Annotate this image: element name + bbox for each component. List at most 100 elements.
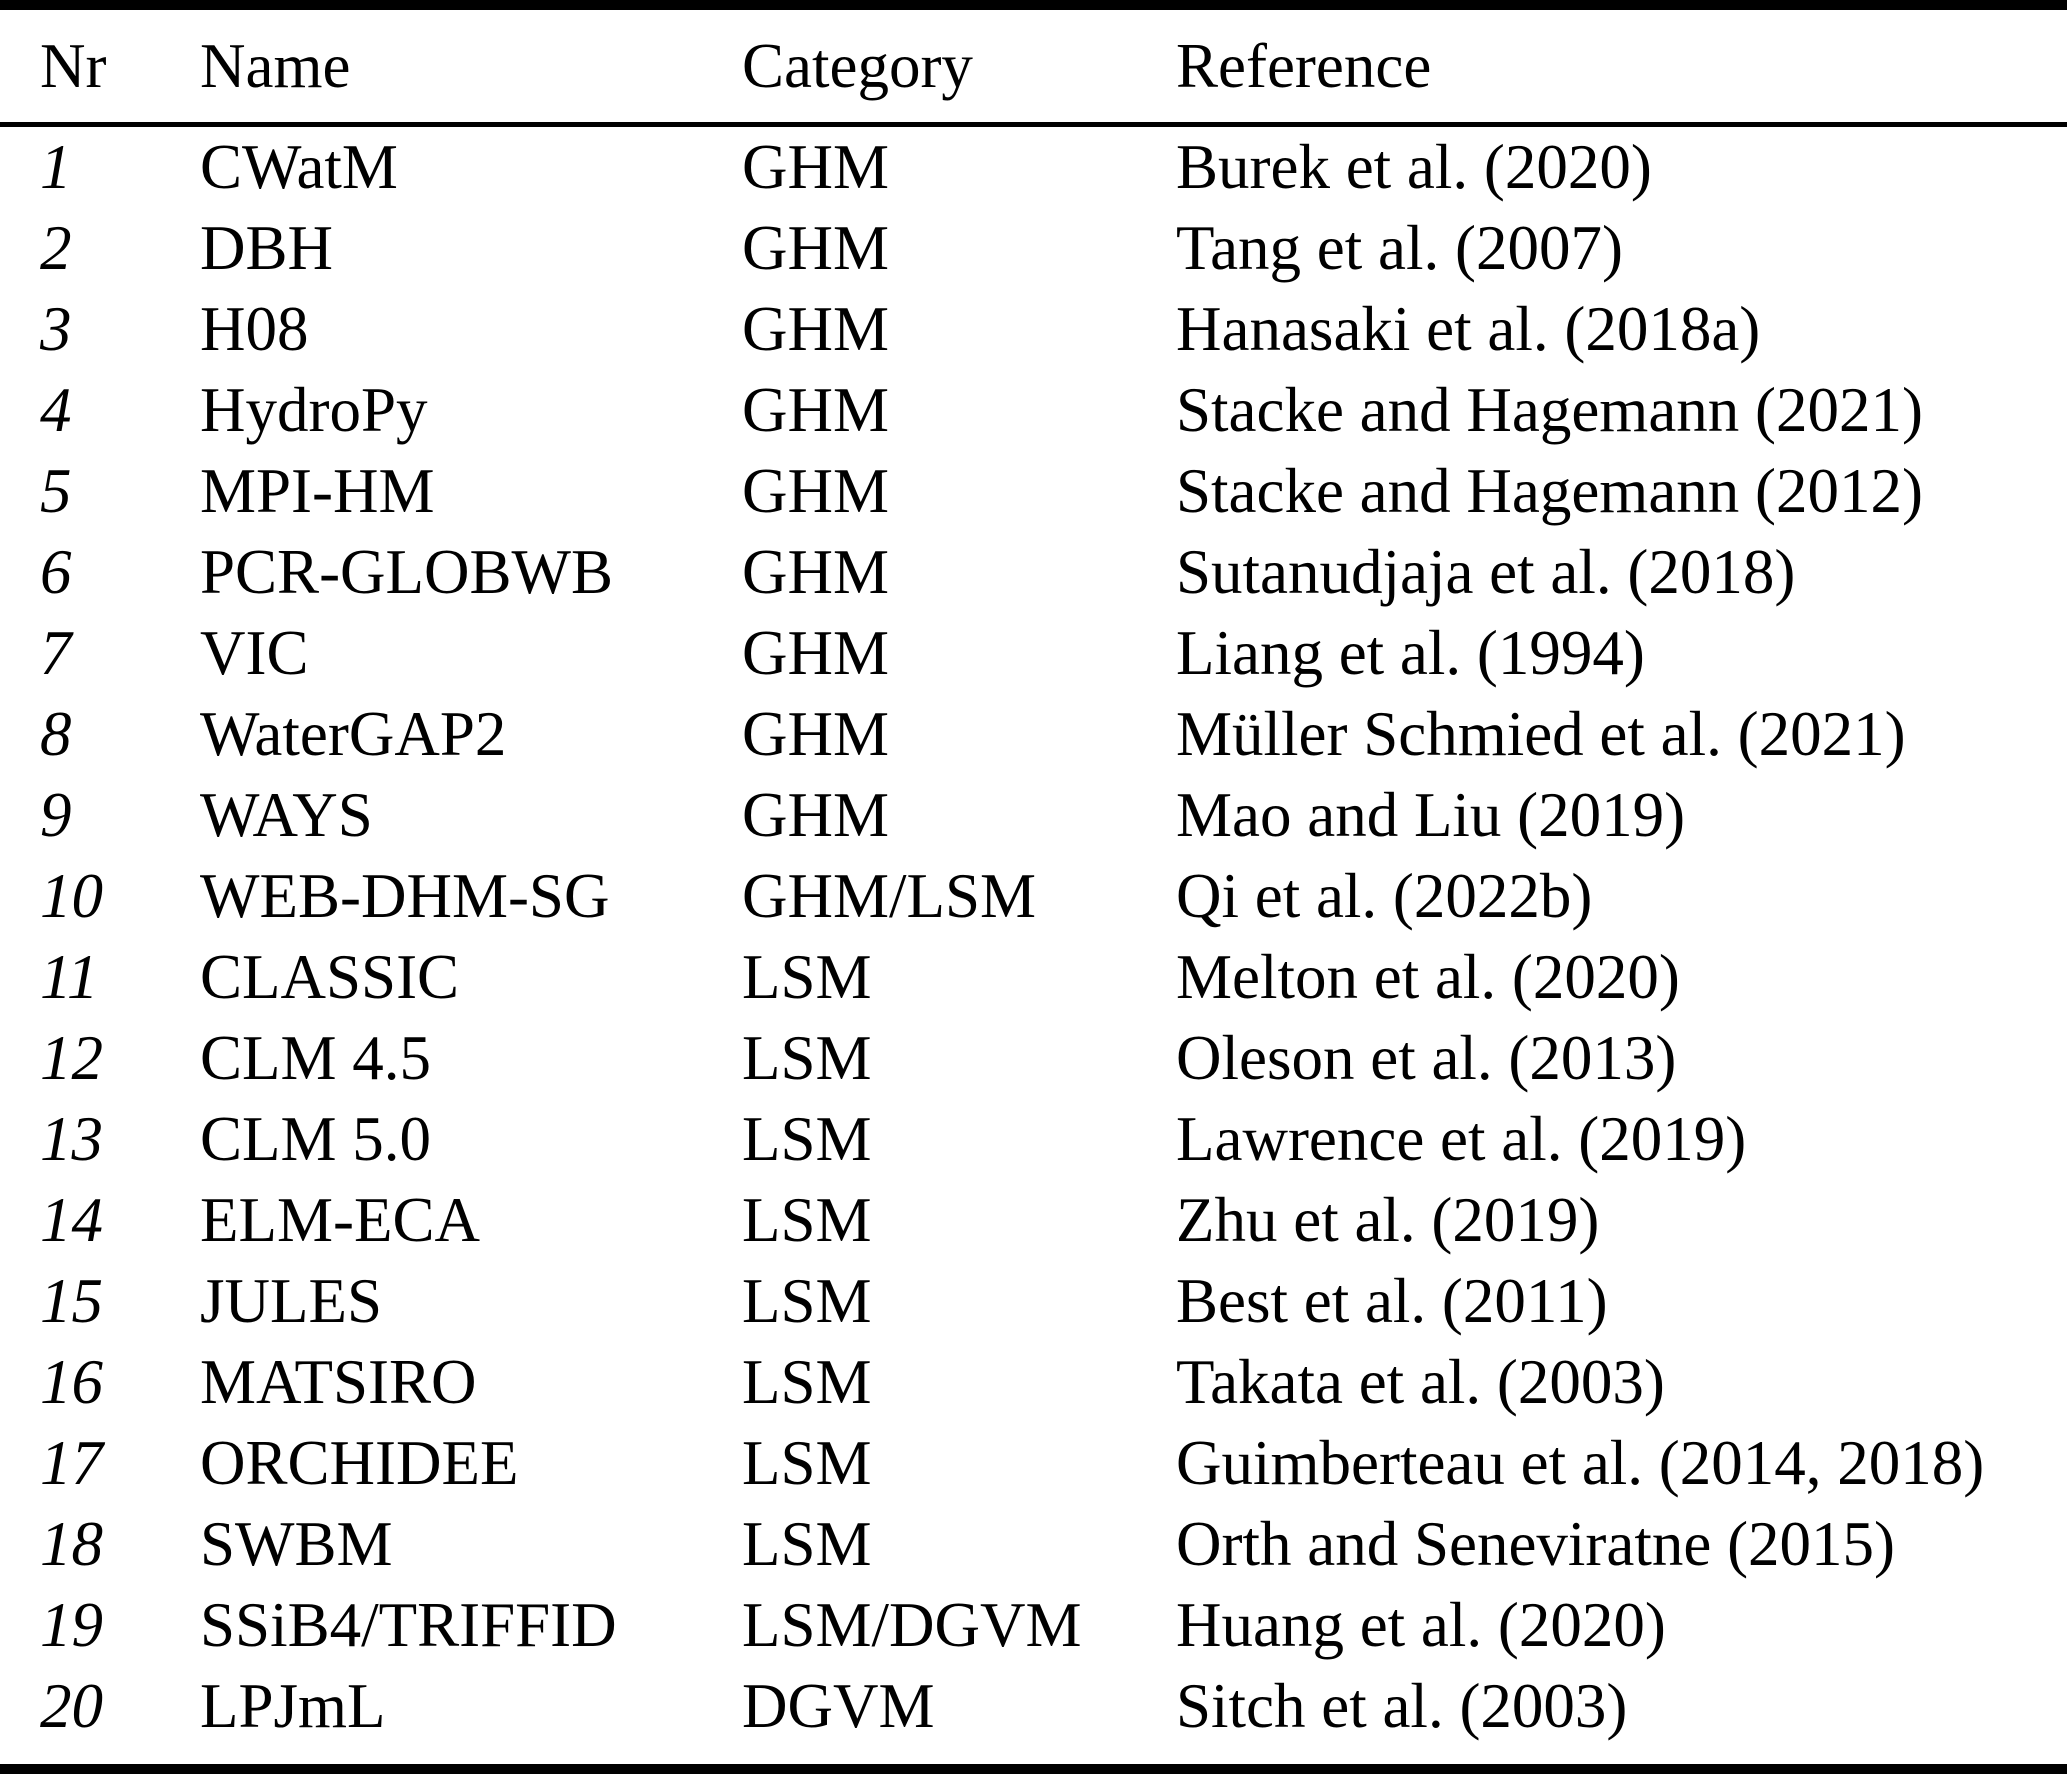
row-number: 13 (40, 1104, 103, 1174)
model-category: LSM (742, 1509, 872, 1579)
model-reference: Orth and Seneviratne (2015) (1176, 1509, 1896, 1579)
model-name: MATSIRO (200, 1347, 477, 1417)
row-number: 20 (40, 1671, 103, 1741)
model-reference: Stacke and Hagemann (2021) (1176, 375, 1923, 445)
row-number: 3 (40, 294, 72, 364)
table-row: 20 LPJmL DGVM Sitch et al. (2003) (0, 1666, 2067, 1769)
model-name: SSiB4/TRIFFID (200, 1590, 617, 1660)
table-row: 7 VIC GHM Liang et al. (1994) (0, 613, 2067, 694)
table-header: Nr Name Category Reference (0, 5, 2067, 127)
model-category: GHM (742, 132, 890, 202)
header-category: Category (742, 5, 1176, 127)
row-number: 18 (40, 1509, 103, 1579)
model-reference: Sitch et al. (2003) (1176, 1671, 1628, 1741)
model-name: DBH (200, 213, 334, 283)
model-name: ELM-ECA (200, 1185, 480, 1255)
model-name: H08 (200, 294, 309, 364)
row-number: 2 (40, 213, 72, 283)
model-category: GHM (742, 456, 890, 526)
header-reference: Reference (1176, 5, 2067, 127)
table-row: 12 CLM 4.5 LSM Oleson et al. (2013) (0, 1018, 2067, 1099)
model-name: VIC (200, 618, 309, 688)
model-category: LSM (742, 1185, 872, 1255)
model-name: HydroPy (200, 375, 428, 445)
row-number: 15 (40, 1266, 103, 1336)
model-reference: Mao and Liu (2019) (1176, 780, 1686, 850)
model-name: LPJmL (200, 1671, 386, 1741)
row-number: 14 (40, 1185, 103, 1255)
model-reference: Huang et al. (2020) (1176, 1590, 1666, 1660)
model-name: WEB-DHM-SG (200, 861, 610, 931)
model-reference: Müller Schmied et al. (2021) (1176, 699, 1906, 769)
model-reference: Qi et al. (2022b) (1176, 861, 1593, 931)
model-reference: Stacke and Hagemann (2012) (1176, 456, 1923, 526)
model-name: ORCHIDEE (200, 1428, 519, 1498)
table-row: 1 CWatM GHM Burek et al. (2020) (0, 125, 2067, 209)
model-name: CLM 5.0 (200, 1104, 432, 1174)
model-reference: Melton et al. (2020) (1176, 942, 1680, 1012)
row-number: 12 (40, 1023, 103, 1093)
table-row: 5 MPI-HM GHM Stacke and Hagemann (2012) (0, 451, 2067, 532)
row-number: 16 (40, 1347, 103, 1417)
model-category: GHM (742, 699, 890, 769)
model-name: WAYS (200, 780, 373, 850)
model-category: LSM (742, 942, 872, 1012)
model-reference: Takata et al. (2003) (1176, 1347, 1665, 1417)
model-category: GHM/LSM (742, 861, 1037, 931)
model-reference: Lawrence et al. (2019) (1176, 1104, 1747, 1174)
model-category: GHM (742, 294, 890, 364)
header-row: Nr Name Category Reference (0, 5, 2067, 127)
header-nr: Nr (0, 5, 200, 127)
model-category: GHM (742, 375, 890, 445)
table-row: 4 HydroPy GHM Stacke and Hagemann (2021) (0, 370, 2067, 451)
model-name: JULES (200, 1266, 383, 1336)
table-row: 15 JULES LSM Best et al. (2011) (0, 1261, 2067, 1342)
row-number: 10 (40, 861, 103, 931)
table-row: 6 PCR-GLOBWB GHM Sutanudjaja et al. (201… (0, 532, 2067, 613)
row-number: 17 (40, 1428, 103, 1498)
table-body: 1 CWatM GHM Burek et al. (2020) 2 DBH GH… (0, 125, 2067, 1770)
model-reference: Best et al. (2011) (1176, 1266, 1608, 1336)
table-row: 16 MATSIRO LSM Takata et al. (2003) (0, 1342, 2067, 1423)
model-reference: Guimberteau et al. (2014, 2018) (1176, 1428, 1985, 1498)
table-row: 13 CLM 5.0 LSM Lawrence et al. (2019) (0, 1099, 2067, 1180)
model-reference: Sutanudjaja et al. (2018) (1176, 537, 1796, 607)
model-name: CLM 4.5 (200, 1023, 432, 1093)
table-row: 19 SSiB4/TRIFFID LSM/DGVM Huang et al. (… (0, 1585, 2067, 1666)
model-reference: Hanasaki et al. (2018a) (1176, 294, 1761, 364)
row-number: 4 (40, 375, 72, 445)
table-row: 9 WAYS GHM Mao and Liu (2019) (0, 775, 2067, 856)
model-reference: Burek et al. (2020) (1176, 132, 1652, 202)
model-category: LSM/DGVM (742, 1590, 1082, 1660)
model-name: PCR-GLOBWB (200, 537, 614, 607)
model-reference: Oleson et al. (2013) (1176, 1023, 1677, 1093)
model-reference: Tang et al. (2007) (1176, 213, 1623, 283)
table-row: 2 DBH GHM Tang et al. (2007) (0, 208, 2067, 289)
model-reference: Liang et al. (1994) (1176, 618, 1645, 688)
model-category: DGVM (742, 1671, 935, 1741)
model-category: LSM (742, 1428, 872, 1498)
model-category: LSM (742, 1104, 872, 1174)
table-row: 3 H08 GHM Hanasaki et al. (2018a) (0, 289, 2067, 370)
model-name: SWBM (200, 1509, 393, 1579)
row-number: 9 (40, 780, 72, 850)
row-number: 6 (40, 537, 72, 607)
model-category: GHM (742, 213, 890, 283)
row-number: 8 (40, 699, 72, 769)
model-reference: Zhu et al. (2019) (1176, 1185, 1600, 1255)
row-number: 19 (40, 1590, 103, 1660)
model-name: WaterGAP2 (200, 699, 507, 769)
table-row: 14 ELM-ECA LSM Zhu et al. (2019) (0, 1180, 2067, 1261)
model-category: LSM (742, 1266, 872, 1336)
model-name: CLASSIC (200, 942, 460, 1012)
model-name: CWatM (200, 132, 398, 202)
table-row: 17 ORCHIDEE LSM Guimberteau et al. (2014… (0, 1423, 2067, 1504)
model-category: GHM (742, 780, 890, 850)
table-row: 8 WaterGAP2 GHM Müller Schmied et al. (2… (0, 694, 2067, 775)
model-category: GHM (742, 618, 890, 688)
model-category: LSM (742, 1023, 872, 1093)
table-row: 10 WEB-DHM-SG GHM/LSM Qi et al. (2022b) (0, 856, 2067, 937)
row-number: 11 (40, 942, 99, 1012)
table-row: 18 SWBM LSM Orth and Seneviratne (2015) (0, 1504, 2067, 1585)
